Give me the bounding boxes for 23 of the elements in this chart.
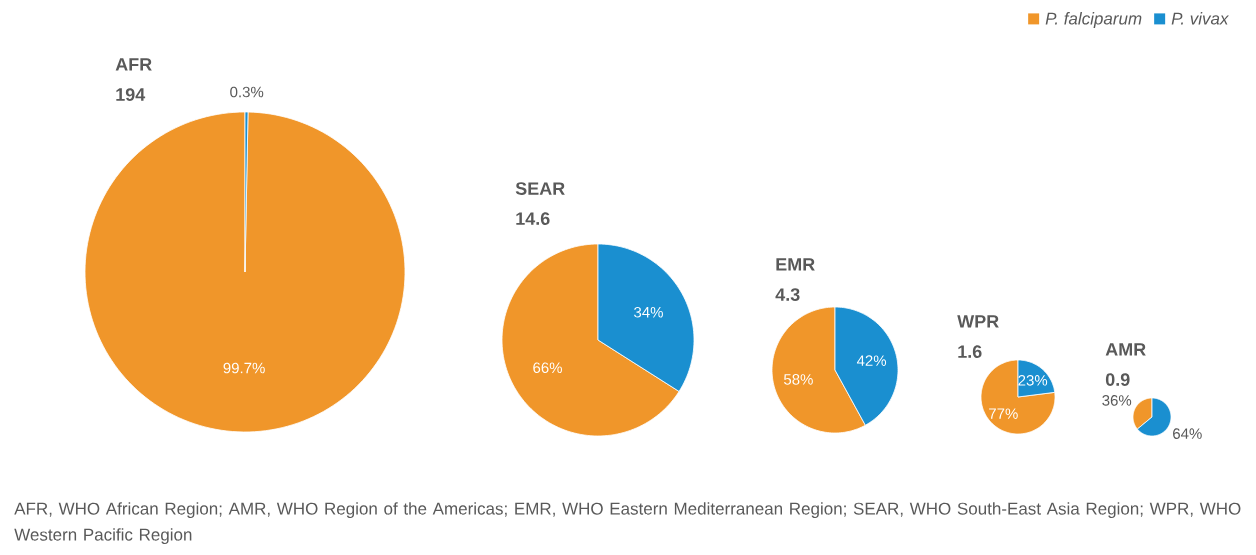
data-label: 42% (856, 355, 887, 366)
chart-title: EMR (776, 258, 815, 271)
chart-subtitle: 4.3 (775, 288, 800, 301)
data-label: 23% (1018, 375, 1048, 386)
chart-subtitle: 14.6 (516, 212, 550, 225)
data-label: 36% (1102, 395, 1132, 406)
text: AFR, WHO African Region; AMR, WHO Region of the Americas; EMR, WHO Eastern Mediterranean Region; SEAR, WHO South-East Asia Region; WPR, WHO Western Pacific Region (14, 502, 1241, 545)
legend-label: P. vivax (1171, 12, 1229, 25)
text: AFR (115, 58, 152, 71)
chart-title: WPR (957, 315, 999, 328)
data-label: 66% (533, 362, 562, 374)
data-label: 64% (1173, 428, 1202, 439)
data-label: 99.7% (223, 362, 265, 374)
chart-subtitle: 0.9 (1105, 373, 1130, 386)
data-label: 77% (989, 408, 1018, 419)
chart-title: AMR (1105, 343, 1146, 356)
chart-title: SEAR (515, 182, 565, 195)
data-label: 34% (634, 306, 663, 318)
legend-label: P. falciparum (1045, 12, 1142, 28)
data-label: 58% (783, 374, 813, 385)
data-label: 0.3% (230, 86, 264, 98)
text: 194 (116, 88, 146, 101)
chart-subtitle: 1.6 (958, 345, 982, 358)
